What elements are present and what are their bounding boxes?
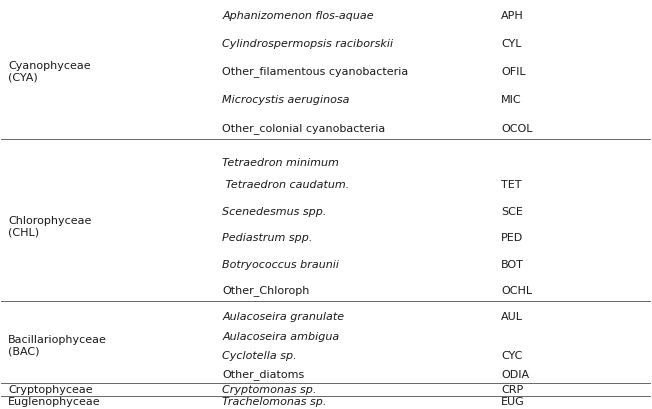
Text: Cryptomonas sp.: Cryptomonas sp. bbox=[222, 385, 316, 395]
Text: AUL: AUL bbox=[501, 312, 524, 322]
Text: PED: PED bbox=[501, 234, 524, 243]
Text: Cyanophyceae
(CYA): Cyanophyceae (CYA) bbox=[8, 61, 91, 83]
Text: SCE: SCE bbox=[501, 207, 523, 217]
Text: Pediastrum spp.: Pediastrum spp. bbox=[222, 234, 312, 243]
Text: Aphanizomenon flos-aquae: Aphanizomenon flos-aquae bbox=[222, 11, 374, 20]
Text: EUG: EUG bbox=[501, 397, 525, 407]
Text: OCOL: OCOL bbox=[501, 124, 533, 134]
Text: CYL: CYL bbox=[501, 39, 522, 49]
Text: Bacillariophyceae
(BAC): Bacillariophyceae (BAC) bbox=[8, 335, 107, 357]
Text: Other_Chloroph: Other_Chloroph bbox=[222, 285, 310, 297]
Text: BOT: BOT bbox=[501, 260, 524, 270]
Text: Aulacoseira granulate: Aulacoseira granulate bbox=[222, 312, 344, 322]
Text: OCHL: OCHL bbox=[501, 286, 533, 296]
Text: Other_filamentous cyanobacteria: Other_filamentous cyanobacteria bbox=[222, 67, 408, 77]
Text: MIC: MIC bbox=[501, 95, 522, 105]
Text: OFIL: OFIL bbox=[501, 67, 526, 77]
Text: CRP: CRP bbox=[501, 385, 524, 395]
Text: Tetraedron minimum: Tetraedron minimum bbox=[222, 158, 339, 168]
Text: Euglenophyceae: Euglenophyceae bbox=[8, 397, 100, 407]
Text: Cylindrospermopsis raciborskii: Cylindrospermopsis raciborskii bbox=[222, 39, 393, 49]
Text: Botryococcus braunii: Botryococcus braunii bbox=[222, 260, 339, 270]
Text: APH: APH bbox=[501, 11, 524, 20]
Text: Other_diatoms: Other_diatoms bbox=[222, 369, 304, 380]
Text: CYC: CYC bbox=[501, 351, 523, 361]
Text: Scenedesmus spp.: Scenedesmus spp. bbox=[222, 207, 327, 217]
Text: TET: TET bbox=[501, 180, 522, 190]
Text: Aulacoseira ambigua: Aulacoseira ambigua bbox=[222, 332, 340, 342]
Text: Cyclotella sp.: Cyclotella sp. bbox=[222, 351, 297, 361]
Text: Cryptophyceae: Cryptophyceae bbox=[8, 385, 93, 395]
Text: Chlorophyceae
(CHL): Chlorophyceae (CHL) bbox=[8, 216, 91, 238]
Text: Tetraedron caudatum.: Tetraedron caudatum. bbox=[222, 180, 349, 190]
Text: Microcystis aeruginosa: Microcystis aeruginosa bbox=[222, 95, 349, 105]
Text: ODIA: ODIA bbox=[501, 370, 529, 380]
Text: Other_colonial cyanobacteria: Other_colonial cyanobacteria bbox=[222, 123, 385, 134]
Text: Trachelomonas sp.: Trachelomonas sp. bbox=[222, 397, 327, 407]
